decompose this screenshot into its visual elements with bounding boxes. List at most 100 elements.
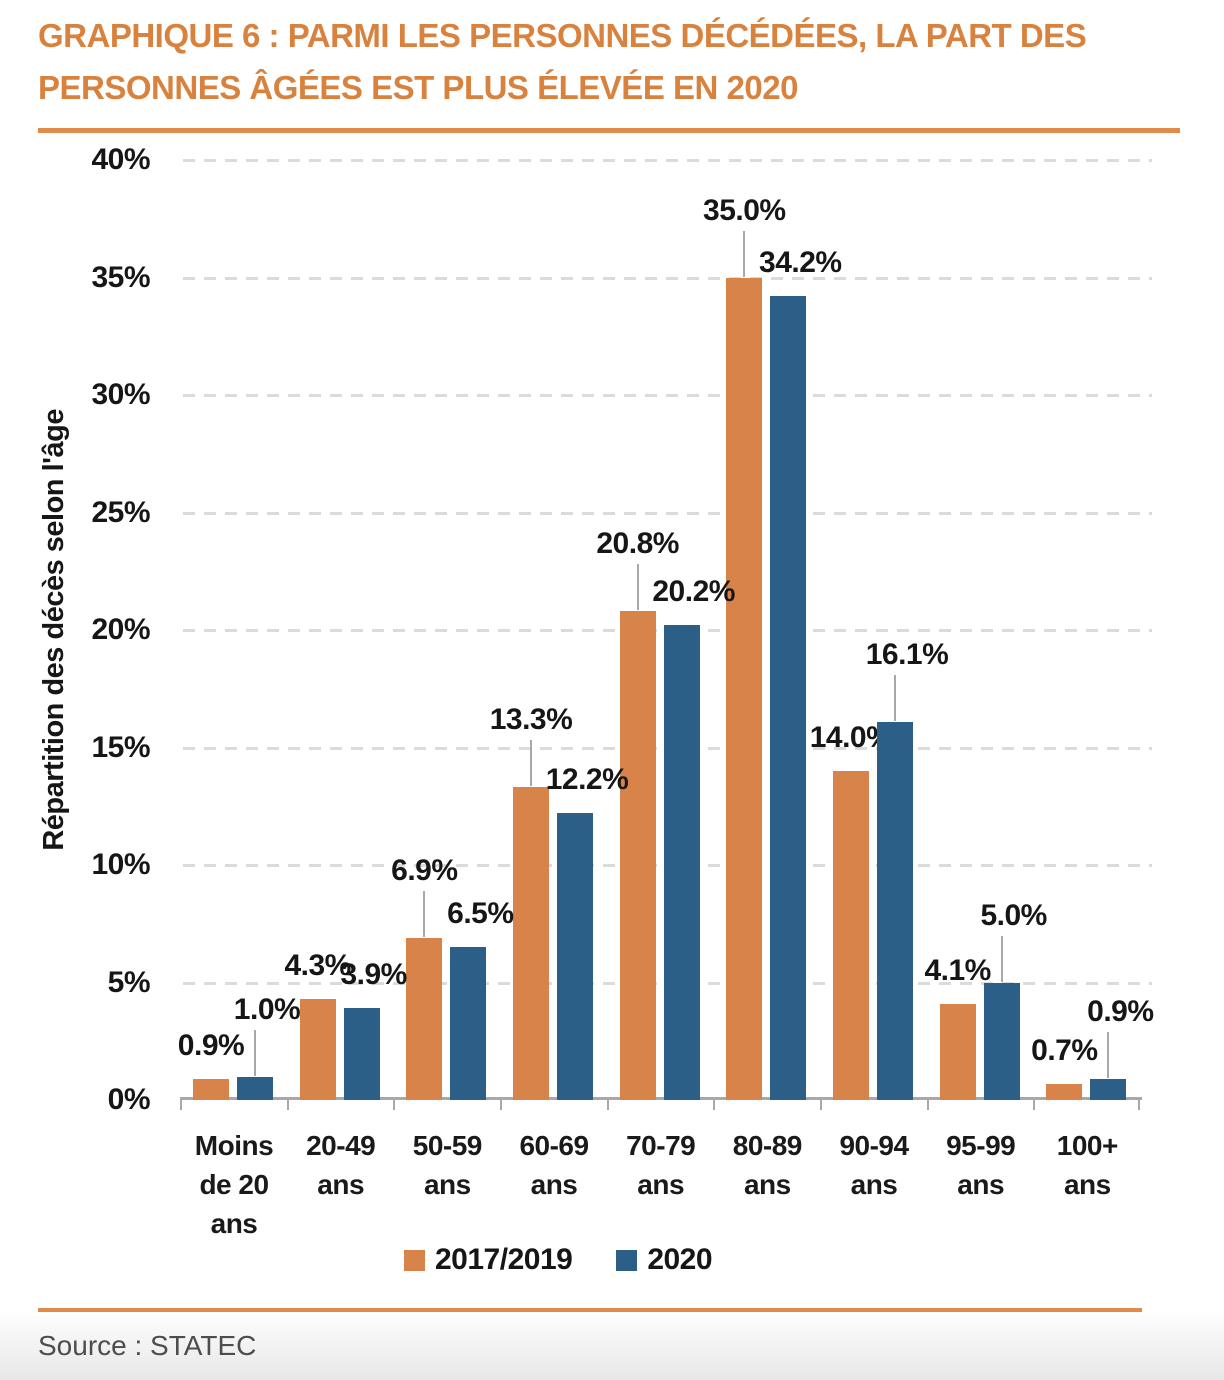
bar-2017-2019-100-ans	[1046, 1083, 1083, 1100]
chart-title-line-1: GRAPHIQUE 6 : PARMI LES PERSONNES DÉCÉDÉ…	[38, 17, 1087, 54]
x-axis-label-100-ans: 100+ ans	[1033, 1126, 1141, 1204]
source-strip: Source : STATEC	[0, 1312, 1224, 1380]
y-tick-label-5pct: 5%	[107, 965, 151, 999]
value-label-2020-moins-de-20-ans: 1.0%	[233, 992, 301, 1026]
legend-swatch-icon	[404, 1249, 425, 1271]
bar-2020-50-59-ans	[450, 947, 487, 1100]
divider-top	[38, 128, 1180, 133]
value-label-2020-20-49-ans: 3.9%	[340, 958, 407, 992]
bar-2017-2019-20-49-ans	[299, 998, 336, 1100]
y-tick-label-10pct: 10%	[91, 848, 150, 881]
bar-2020-60-69-ans	[557, 813, 593, 1100]
x-axis-label-50-59-ans: 50-59 ans	[393, 1126, 501, 1204]
x-axis-label-line: de 20	[199, 1169, 269, 1200]
x-axis-label-line: ans	[210, 1208, 258, 1239]
value-label-2017-2019-20-49-ans: 4.3%	[284, 948, 351, 982]
x-axis-label-moins-de-20-ans: Moins de 20 ans	[180, 1126, 288, 1243]
x-axis-label-line: ans	[1063, 1169, 1111, 1200]
gridline-25pct	[183, 511, 1152, 515]
label-callout-line-100-ans	[1107, 1031, 1110, 1078]
bar-2017-2019-moins-de-20-ans	[193, 1078, 229, 1100]
value-label-2020-60-69-ans: 12.2%	[545, 763, 629, 797]
gridline-40pct	[183, 159, 1152, 162]
bar-2017-2019-90-94-ans	[833, 771, 869, 1100]
value-label-2020-95-99-ans: 5.0%	[980, 898, 1047, 932]
x-axis-label-line: ans	[530, 1169, 578, 1200]
label-callout-line-70-79-ans	[636, 564, 639, 611]
value-label-2017-2019-60-69-ans: 13.3%	[489, 703, 573, 737]
label-callout-line-50-59-ans	[423, 890, 426, 937]
bar-2020-90-94-ans	[877, 721, 913, 1100]
x-axis-label-line: ans	[850, 1169, 898, 1200]
x-axis-tick	[500, 1100, 502, 1110]
x-axis-label-95-99-ans: 95-99 ans	[927, 1126, 1035, 1204]
x-axis-tick	[713, 1100, 715, 1110]
value-label-2017-2019-moins-de-20-ans: 0.9%	[177, 1028, 245, 1062]
chart-legend: 2017/2019 2020	[404, 1243, 713, 1277]
x-axis-label-line: 100+	[1056, 1130, 1119, 1161]
y-tick-label-0pct: 0%	[107, 1083, 151, 1116]
label-callout-line-60-69-ans	[530, 740, 532, 787]
chart-title: GRAPHIQUE 6 : PARMI LES PERSONNES DÉCÉDÉ…	[38, 10, 1188, 114]
x-axis-label-80-89-ans: 80-89 ans	[713, 1126, 821, 1204]
x-axis-label-line: 60-69	[519, 1130, 589, 1161]
x-axis-label-line: ans	[743, 1169, 791, 1200]
y-tick-label-30pct: 30%	[91, 378, 150, 411]
x-axis-label-line: 95-99	[946, 1130, 1016, 1161]
x-axis-label-60-69-ans: 60-69 ans	[500, 1126, 608, 1204]
x-axis-tick	[1138, 1100, 1140, 1110]
x-axis-label-20-49-ans: 20-49 ans	[287, 1126, 395, 1204]
gridline-35pct	[183, 276, 1152, 280]
value-label-2020-80-89-ans: 34.2%	[759, 246, 842, 280]
x-axis-label-line: 50-59	[412, 1130, 483, 1161]
value-label-2020-50-59-ans: 6.5%	[447, 897, 514, 931]
value-label-2017-2019-95-99-ans: 4.1%	[924, 953, 991, 987]
value-label-2017-2019-50-59-ans: 6.9%	[391, 853, 458, 887]
value-label-2017-2019-100-ans: 0.7%	[1031, 1033, 1098, 1067]
value-label-2020-90-94-ans: 16.1%	[865, 637, 949, 671]
legend-label: 2017/2019	[435, 1243, 573, 1276]
x-axis-label-line: ans	[637, 1169, 685, 1200]
bar-2020-70-79-ans	[663, 625, 700, 1100]
bar-2017-2019-80-89-ans	[726, 277, 763, 1100]
label-callout-line-95-99-ans	[1000, 935, 1003, 982]
x-axis-label-line: Moins	[194, 1130, 274, 1161]
value-label-2020-100-ans: 0.9%	[1087, 994, 1154, 1028]
chart-title-line-2: PERSONNES ÂGÉES EST PLUS ÉLEVÉE EN 2020	[38, 69, 798, 106]
legend-label: 2020	[647, 1243, 713, 1276]
bar-2017-2019-50-59-ans	[406, 937, 443, 1100]
y-tick-label-35pct: 35%	[91, 260, 150, 294]
bar-2020-20-49-ans	[343, 1008, 380, 1100]
x-axis-line	[180, 1097, 1142, 1100]
x-axis-tick	[820, 1100, 822, 1110]
x-axis-label-line: ans	[957, 1169, 1005, 1200]
y-tick-label-25pct: 25%	[91, 495, 150, 529]
bar-2017-2019-70-79-ans	[619, 611, 656, 1100]
bar-2020-95-99-ans	[983, 982, 1020, 1100]
x-axis-label-line: 90-94	[839, 1130, 909, 1161]
x-axis-label-70-79-ans: 70-79 ans	[607, 1126, 715, 1204]
x-axis-tick	[607, 1100, 609, 1110]
y-tick-label-20pct: 20%	[91, 613, 150, 646]
legend-swatch-icon	[616, 1249, 638, 1271]
bar-2020-100-ans	[1090, 1078, 1127, 1100]
x-axis-tick	[180, 1100, 182, 1110]
bar-2017-2019-60-69-ans	[513, 787, 549, 1100]
label-callout-line-moins-de-20-ans	[254, 1029, 256, 1076]
value-label-2017-2019-70-79-ans: 20.8%	[596, 527, 679, 561]
x-axis-label-90-94-ans: 90-94 ans	[820, 1126, 928, 1204]
gridline-30pct	[183, 394, 1152, 397]
y-tick-label-40pct: 40%	[91, 143, 150, 176]
x-axis-label-line: ans	[317, 1169, 365, 1200]
x-axis-label-line: 20-49	[306, 1130, 376, 1161]
label-callout-line-80-89-ans	[743, 230, 746, 277]
x-axis-label-line: ans	[423, 1169, 471, 1200]
bar-2017-2019-95-99-ans	[939, 1003, 976, 1100]
legend-item-2020: 2020	[616, 1243, 713, 1277]
label-callout-line-90-94-ans	[894, 674, 896, 721]
value-label-2020-70-79-ans: 20.2%	[652, 575, 735, 609]
x-axis-label-line: 80-89	[732, 1130, 803, 1161]
legend-item-2017-2019: 2017/2019	[404, 1243, 573, 1277]
